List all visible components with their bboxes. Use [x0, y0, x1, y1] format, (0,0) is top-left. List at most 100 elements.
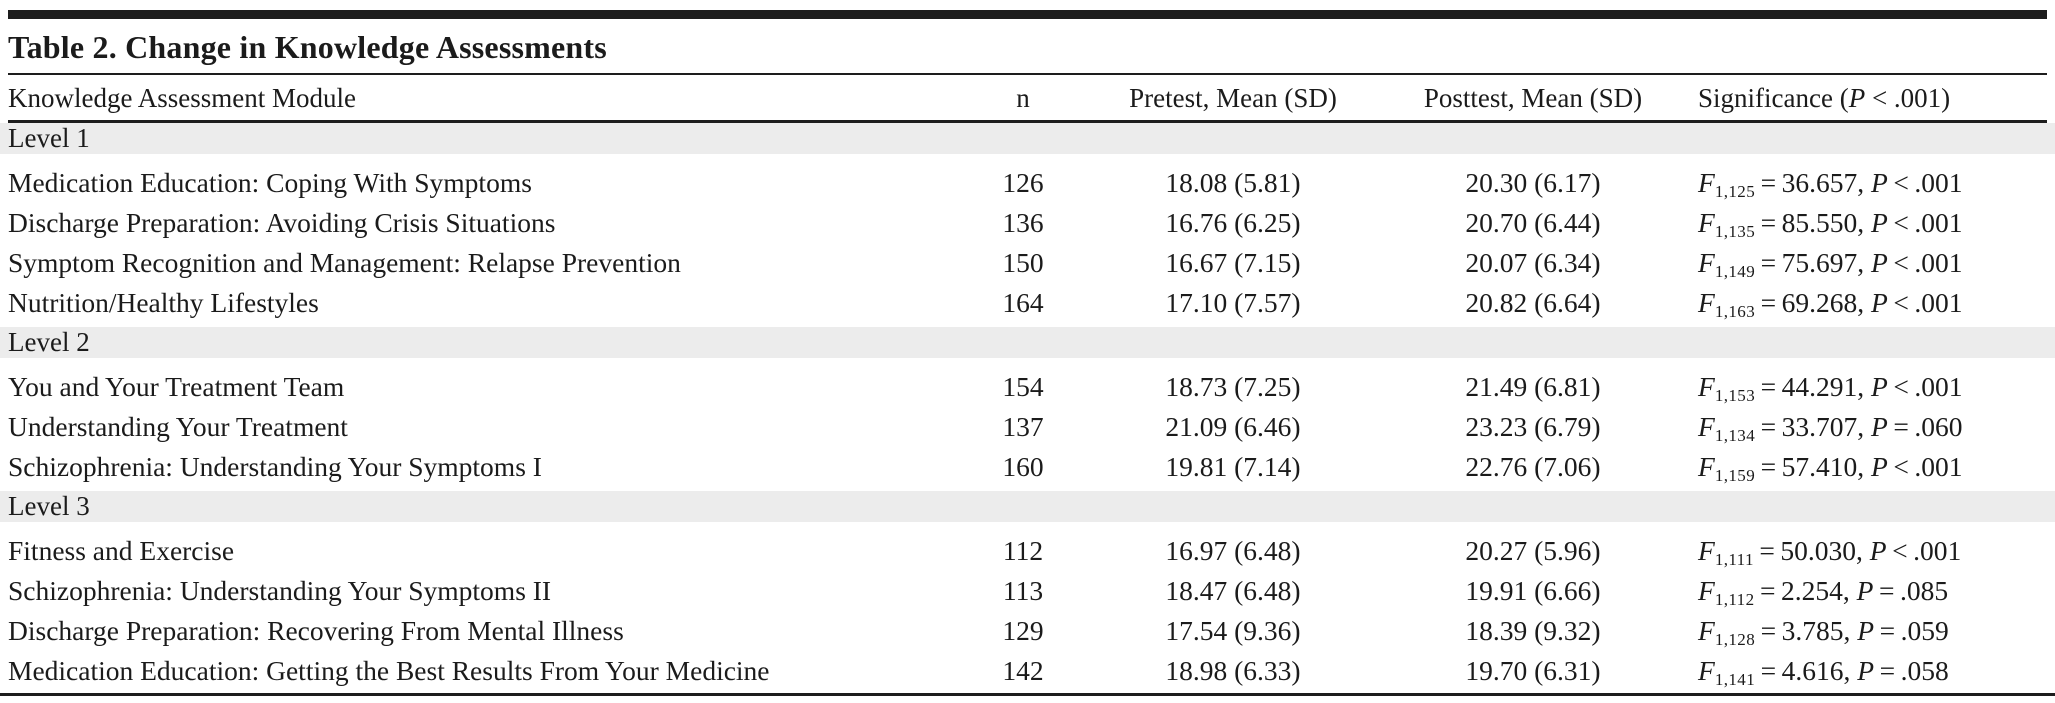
column-header-n: n	[1016, 83, 1030, 113]
f-value: 50.030	[1780, 535, 1857, 566]
n-cell: 137	[1002, 411, 1044, 442]
posttest-cell: 20.82 (6.64)	[1465, 287, 1601, 318]
significance-cell: F1,112 = 2.254, P = .085	[1698, 575, 1949, 610]
p-symbol: P	[1857, 655, 1875, 686]
posttest-cell: 20.27 (5.96)	[1465, 535, 1601, 566]
column-header-pretest: Pretest, Mean (SD)	[1129, 83, 1337, 113]
significance-cell: F1,141 = 4.616, P = .058	[1698, 655, 1949, 690]
table-row: Discharge Preparation: Avoiding Crisis S…	[8, 203, 2047, 243]
significance-cell: F1,128 = 3.785, P = .059	[1698, 615, 1949, 650]
pretest-cell: 18.73 (7.25)	[1165, 371, 1301, 402]
f-degrees-of-freedom: 1,134	[1714, 426, 1756, 446]
f-degrees-of-freedom: 1,111	[1714, 550, 1754, 570]
posttest-cell: 20.70 (6.44)	[1465, 207, 1601, 238]
table-row: Understanding Your Treatment 137 21.09 (6.…	[8, 407, 2047, 447]
f-degrees-of-freedom: 1,153	[1714, 386, 1756, 406]
p-value: .085	[1900, 575, 1949, 606]
table-row: Medication Education: Coping With Sympto…	[8, 163, 2047, 203]
p-value: .058	[1900, 655, 1949, 686]
column-header-significance: Significance (P < .001)	[1678, 83, 2047, 114]
f-statistic-symbol: F	[1698, 535, 1715, 566]
posttest-cell: 19.70 (6.31)	[1465, 655, 1601, 686]
n-cell: 164	[1002, 287, 1044, 318]
f-value: 4.616	[1781, 655, 1844, 686]
n-cell: 142	[1002, 655, 1044, 686]
n-cell: 154	[1002, 371, 1044, 402]
f-degrees-of-freedom: 1,163	[1714, 302, 1756, 322]
f-statistic-symbol: F	[1698, 655, 1715, 686]
f-statistic-symbol: F	[1698, 207, 1715, 238]
p-symbol: P	[1871, 371, 1888, 402]
table-bottom-rule	[0, 693, 2055, 696]
significance-header-p: P	[1848, 83, 1866, 113]
f-degrees-of-freedom: 1,149	[1714, 262, 1756, 282]
pretest-cell: 16.76 (6.25)	[1165, 207, 1301, 238]
table-row: Schizophrenia: Understanding Your Sympto…	[8, 447, 2047, 487]
f-statistic-symbol: F	[1698, 371, 1715, 402]
table-row: Schizophrenia: Understanding Your Sympto…	[8, 571, 2047, 611]
p-symbol: P	[1871, 411, 1888, 442]
module-cell: Fitness and Exercise	[8, 535, 235, 566]
module-cell: Discharge Preparation: Recovering From M…	[8, 615, 624, 646]
p-symbol: P	[1871, 287, 1888, 318]
f-value: 44.291	[1781, 371, 1858, 402]
pretest-cell: 19.81 (7.14)	[1165, 451, 1301, 482]
table-header-row: Knowledge Assessment Module n Pretest, M…	[8, 75, 2047, 123]
significance-cell: F1,111 = 50.030, P < .001	[1698, 535, 1962, 570]
f-value: 57.410	[1781, 451, 1858, 482]
posttest-cell: 23.23 (6.79)	[1465, 411, 1601, 442]
significance-cell: F1,125 = 36.657, P < .001	[1698, 167, 1963, 202]
f-statistic-symbol: F	[1698, 167, 1715, 198]
table-row: Fitness and Exercise 112 16.97 (6.48) 20.27…	[8, 531, 2047, 571]
n-cell: 150	[1002, 247, 1044, 278]
f-value: 69.268	[1781, 287, 1858, 318]
significance-cell: F1,159 = 57.410, P < .001	[1698, 451, 1963, 486]
section-header: Level 1	[0, 123, 2055, 154]
column-header-module: Knowledge Assessment Module	[8, 83, 356, 113]
pretest-cell: 18.08 (5.81)	[1165, 167, 1301, 198]
p-value: .001	[1914, 451, 1963, 482]
n-cell: 136	[1002, 207, 1044, 238]
posttest-cell: 18.39 (9.32)	[1465, 615, 1601, 646]
p-symbol: P	[1856, 575, 1874, 606]
posttest-cell: 22.76 (7.06)	[1465, 451, 1601, 482]
p-symbol: P	[1871, 167, 1888, 198]
p-value: .001	[1914, 247, 1963, 278]
f-statistic-symbol: F	[1698, 615, 1715, 646]
posttest-cell: 20.07 (6.34)	[1465, 247, 1601, 278]
n-cell: 113	[1002, 575, 1044, 606]
posttest-cell: 21.49 (6.81)	[1465, 371, 1601, 402]
p-value: .001	[1914, 287, 1963, 318]
pretest-cell: 21.09 (6.46)	[1165, 411, 1301, 442]
p-symbol: P	[1857, 615, 1875, 646]
f-value: 3.785	[1781, 615, 1844, 646]
p-value: .001	[1913, 535, 1962, 566]
module-cell: Medication Education: Coping With Sympto…	[8, 167, 532, 198]
p-value: .001	[1914, 207, 1963, 238]
f-value: 36.657	[1781, 167, 1858, 198]
pretest-cell: 16.67 (7.15)	[1165, 247, 1301, 278]
module-cell: Understanding Your Treatment	[8, 411, 348, 442]
posttest-cell: 19.91 (6.66)	[1465, 575, 1601, 606]
module-cell: Nutrition/Healthy Lifestyles	[8, 287, 319, 318]
f-statistic-symbol: F	[1698, 575, 1715, 606]
pretest-cell: 18.47 (6.48)	[1165, 575, 1301, 606]
f-value: 75.697	[1781, 247, 1858, 278]
posttest-cell: 20.30 (6.17)	[1465, 167, 1601, 198]
p-value: .001	[1914, 371, 1963, 402]
pretest-cell: 17.10 (7.57)	[1165, 287, 1301, 318]
significance-header-prefix: Significance (	[1698, 83, 1849, 113]
p-symbol: P	[1871, 207, 1888, 238]
module-cell: You and Your Treatment Team	[8, 371, 345, 402]
f-statistic-symbol: F	[1698, 287, 1715, 318]
f-degrees-of-freedom: 1,125	[1714, 182, 1756, 202]
pretest-cell: 16.97 (6.48)	[1165, 535, 1301, 566]
f-statistic-symbol: F	[1698, 247, 1715, 278]
f-degrees-of-freedom: 1,128	[1714, 630, 1756, 650]
significance-cell: F1,163 = 69.268, P < .001	[1698, 287, 1963, 322]
table-row: Discharge Preparation: Recovering From M…	[8, 611, 2047, 651]
n-cell: 112	[1002, 535, 1044, 566]
f-degrees-of-freedom: 1,159	[1714, 466, 1756, 486]
p-value: .059	[1900, 615, 1949, 646]
